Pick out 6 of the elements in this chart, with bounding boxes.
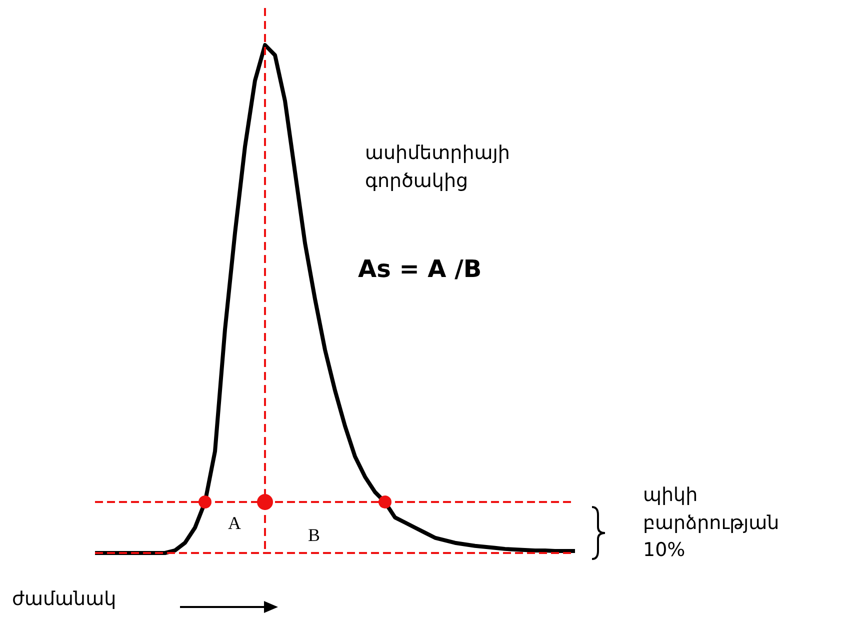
x-axis-title: ժամանակ [12,588,116,610]
annotation: A [228,512,241,535]
annotation: B [308,524,320,547]
annotation: ասիմետրիայի գործակից [365,141,510,194]
text: պիկի բարձրության 10% [643,483,780,564]
annotation: As = A /B [358,254,482,285]
